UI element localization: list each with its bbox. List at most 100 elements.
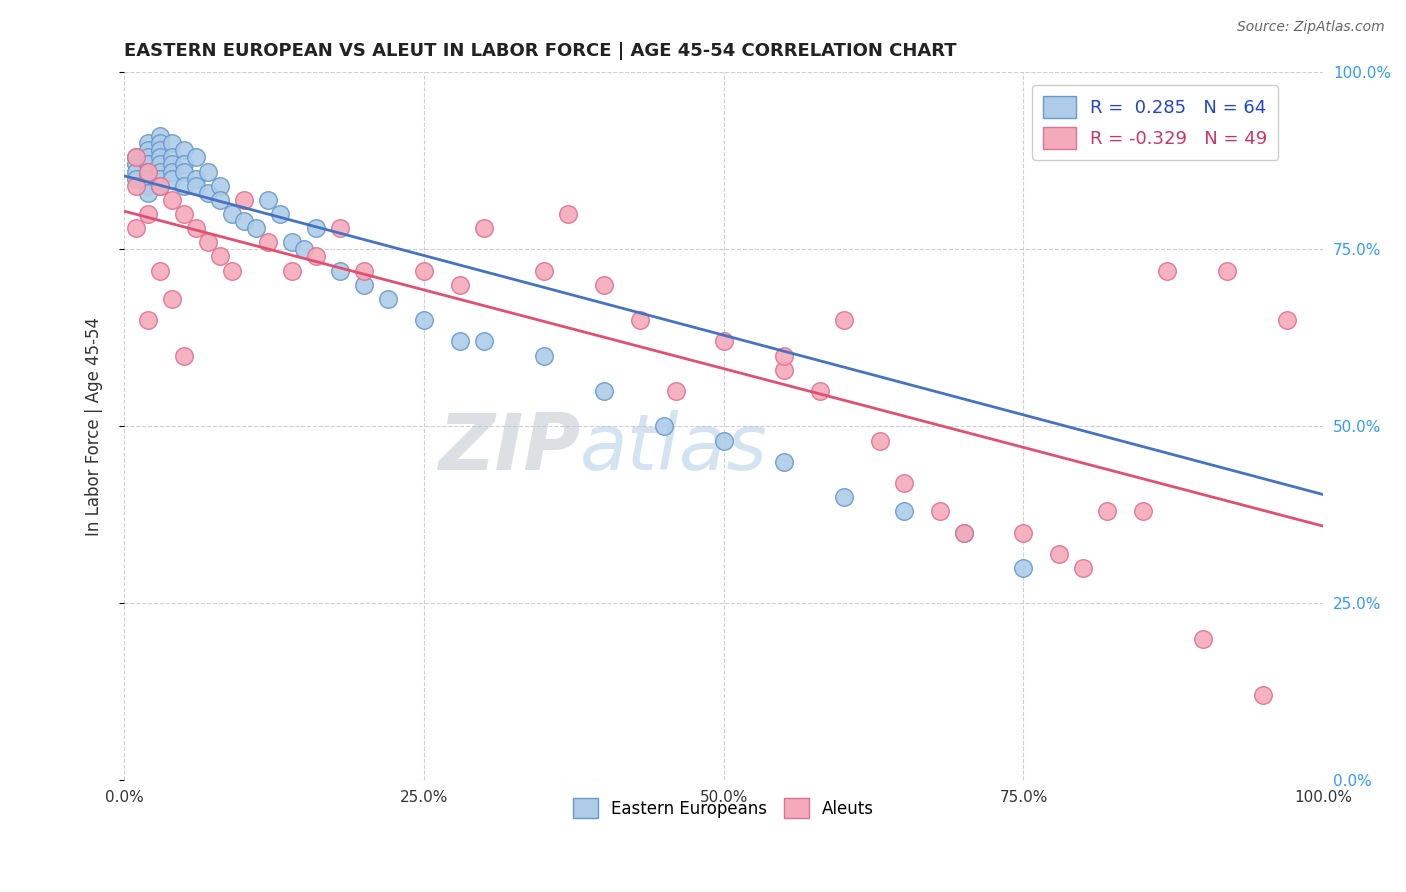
Point	[1192, 632, 1215, 646]
Point	[136, 207, 159, 221]
Point	[136, 136, 159, 151]
Point	[125, 221, 148, 235]
Point	[832, 313, 855, 327]
Point	[149, 178, 172, 193]
Point	[125, 150, 148, 164]
Legend: Eastern Europeans, Aleuts: Eastern Europeans, Aleuts	[567, 791, 882, 825]
Point	[257, 193, 280, 207]
Point	[136, 186, 159, 200]
Point	[713, 334, 735, 349]
Point	[160, 171, 183, 186]
Point	[136, 178, 159, 193]
Point	[209, 193, 232, 207]
Point	[160, 193, 183, 207]
Point	[928, 504, 950, 518]
Point	[281, 263, 304, 277]
Point	[1156, 263, 1178, 277]
Y-axis label: In Labor Force | Age 45-54: In Labor Force | Age 45-54	[86, 317, 103, 536]
Point	[125, 150, 148, 164]
Point	[772, 349, 794, 363]
Point	[160, 150, 183, 164]
Point	[1253, 101, 1275, 115]
Point	[160, 157, 183, 171]
Point	[893, 475, 915, 490]
Point	[233, 214, 256, 228]
Point	[136, 157, 159, 171]
Point	[269, 207, 291, 221]
Point	[305, 250, 328, 264]
Point	[173, 178, 195, 193]
Point	[557, 207, 579, 221]
Point	[292, 243, 315, 257]
Point	[136, 150, 159, 164]
Point	[136, 164, 159, 178]
Point	[628, 313, 651, 327]
Point	[413, 263, 436, 277]
Point	[305, 221, 328, 235]
Point	[1049, 547, 1071, 561]
Text: Source: ZipAtlas.com: Source: ZipAtlas.com	[1237, 20, 1385, 34]
Point	[893, 504, 915, 518]
Point	[184, 150, 207, 164]
Point	[533, 349, 555, 363]
Point	[136, 171, 159, 186]
Text: EASTERN EUROPEAN VS ALEUT IN LABOR FORCE | AGE 45-54 CORRELATION CHART: EASTERN EUROPEAN VS ALEUT IN LABOR FORCE…	[124, 42, 956, 60]
Point	[869, 434, 891, 448]
Point	[329, 263, 352, 277]
Point	[125, 171, 148, 186]
Point	[353, 263, 375, 277]
Point	[184, 178, 207, 193]
Point	[197, 235, 219, 250]
Point	[1012, 561, 1035, 575]
Point	[1012, 525, 1035, 540]
Point	[1073, 561, 1095, 575]
Point	[353, 277, 375, 292]
Point	[832, 490, 855, 504]
Point	[472, 221, 495, 235]
Text: atlas: atlas	[579, 409, 768, 485]
Point	[281, 235, 304, 250]
Point	[413, 313, 436, 327]
Point	[160, 136, 183, 151]
Point	[149, 143, 172, 157]
Point	[149, 136, 172, 151]
Point	[1097, 504, 1119, 518]
Point	[184, 221, 207, 235]
Point	[952, 525, 974, 540]
Point	[533, 263, 555, 277]
Point	[149, 129, 172, 144]
Point	[136, 143, 159, 157]
Point	[149, 263, 172, 277]
Text: ZIP: ZIP	[437, 409, 579, 485]
Point	[592, 384, 614, 398]
Point	[149, 171, 172, 186]
Point	[149, 150, 172, 164]
Point	[149, 157, 172, 171]
Point	[1132, 504, 1154, 518]
Point	[136, 157, 159, 171]
Point	[149, 164, 172, 178]
Point	[221, 207, 243, 221]
Point	[149, 171, 172, 186]
Point	[197, 164, 219, 178]
Point	[173, 207, 195, 221]
Point	[1216, 263, 1239, 277]
Point	[125, 157, 148, 171]
Point	[1277, 313, 1299, 327]
Point	[173, 164, 195, 178]
Point	[665, 384, 688, 398]
Point	[472, 334, 495, 349]
Point	[592, 277, 614, 292]
Point	[377, 292, 399, 306]
Point	[808, 384, 831, 398]
Point	[125, 178, 148, 193]
Point	[173, 143, 195, 157]
Point	[1168, 101, 1191, 115]
Point	[257, 235, 280, 250]
Point	[221, 263, 243, 277]
Point	[772, 455, 794, 469]
Point	[173, 349, 195, 363]
Point	[184, 171, 207, 186]
Point	[772, 362, 794, 376]
Point	[136, 164, 159, 178]
